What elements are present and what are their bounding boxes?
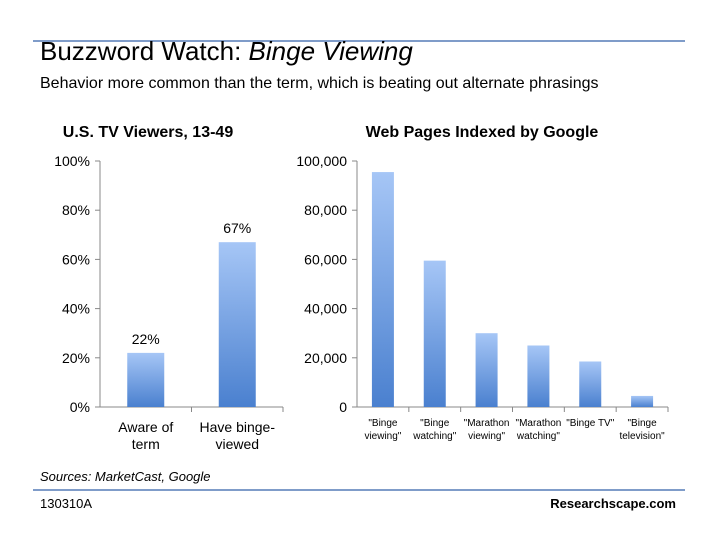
y-tick-label: 20,000: [304, 350, 347, 366]
bar: [475, 333, 498, 407]
bar: [579, 361, 602, 407]
bottom-rule: [33, 489, 685, 491]
y-tick-label: 40,000: [304, 301, 347, 317]
x-category-label: watching": [412, 431, 456, 442]
chart-title: Web Pages Indexed by Google: [366, 124, 599, 141]
y-tick-label: 80,000: [304, 202, 347, 218]
sources-note: Sources: MarketCast, Google: [40, 469, 211, 484]
title-italic: Binge Viewing: [248, 36, 413, 66]
y-tick-label: 100%: [54, 153, 90, 169]
y-tick-label: 0: [339, 399, 347, 415]
x-category-label: viewing": [364, 431, 401, 442]
y-tick-label: 80%: [62, 202, 90, 218]
x-category-label: viewed: [215, 436, 259, 452]
brand-name: Researchscape.com: [550, 496, 676, 511]
x-category-label: "Marathon: [464, 418, 510, 429]
y-tick-label: 20%: [62, 350, 90, 366]
y-tick-label: 60%: [62, 251, 90, 267]
bar: [527, 345, 550, 407]
top-rule: [33, 40, 685, 42]
x-category-label: "Binge TV": [566, 418, 615, 429]
chart-web-pages-indexed: Web Pages Indexed by Google 0 20,000 40,000…: [296, 124, 669, 442]
y-tick-label: 0%: [70, 399, 90, 415]
x-category-label: Have binge-: [200, 419, 276, 435]
y-tick-label: 60,000: [304, 251, 347, 267]
x-category-label: "Binge: [368, 418, 398, 429]
x-category-label: television": [619, 431, 665, 442]
x-category-label: watching": [516, 431, 560, 442]
x-category-label: "Binge: [420, 418, 450, 429]
x-category-label: viewing": [468, 431, 505, 442]
data-label: 22%: [132, 331, 160, 347]
title-plain: Buzzword Watch:: [40, 36, 249, 66]
bar: [127, 352, 165, 407]
chart-title: U.S. TV Viewers, 13-49: [63, 124, 234, 141]
data-label: 67%: [223, 220, 251, 236]
page-subtitle: Behavior more common than the term, whic…: [40, 75, 599, 92]
x-category-label: "Marathon: [516, 418, 562, 429]
bar: [423, 260, 446, 407]
x-category-label: "Binge: [628, 418, 658, 429]
bar: [218, 242, 256, 407]
y-tick-label: 100,000: [296, 153, 347, 169]
page-title: Buzzword Watch: Binge Viewing: [40, 36, 413, 67]
bar: [631, 395, 654, 407]
y-tick-label: 40%: [62, 301, 90, 317]
x-category-label: Aware of: [118, 419, 173, 435]
bar: [371, 172, 394, 407]
x-category-label: term: [132, 436, 160, 452]
slide-code: 130310A: [40, 496, 93, 511]
chart-us-tv-viewers: U.S. TV Viewers, 13-49 0% 20% 40% 60% 80% 100%…: [54, 124, 284, 452]
